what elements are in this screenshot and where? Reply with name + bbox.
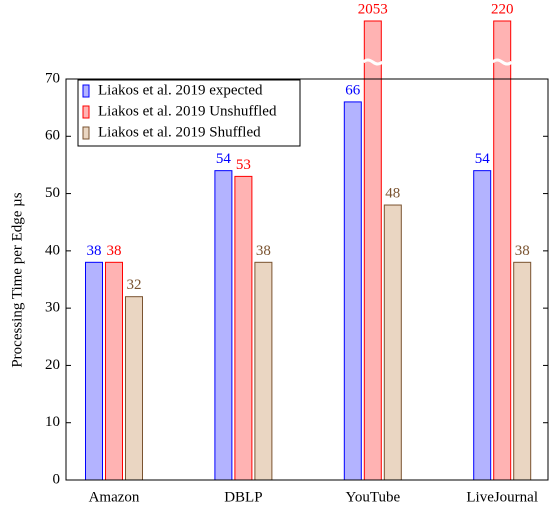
legend-swatch — [82, 126, 90, 140]
legend-swatch — [82, 105, 90, 119]
plot-frame — [65, 78, 549, 481]
bar — [254, 261, 273, 481]
bar — [343, 101, 362, 481]
bar — [513, 261, 532, 481]
data-label: 48 — [385, 185, 400, 201]
legend-label: Liakos et al. 2019 expected — [98, 82, 263, 98]
legend-box — [77, 79, 301, 147]
legend-swatch — [82, 84, 90, 98]
bar — [105, 261, 123, 481]
bar — [234, 175, 253, 481]
data-label: 38 — [107, 243, 122, 259]
axis-break — [491, 58, 513, 66]
x-tick-label: DBLP — [224, 489, 262, 505]
y-tick-label: 30 — [45, 300, 60, 316]
bar — [383, 204, 402, 481]
y-tick-label: 70 — [45, 70, 60, 86]
x-tick-label: LiveJournal — [466, 489, 538, 505]
bar — [363, 20, 382, 481]
data-label: 38 — [256, 243, 271, 259]
data-label: 220 — [491, 1, 514, 17]
bar — [214, 170, 233, 481]
legend-label: Liakos et al. 2019 Shuffled — [98, 124, 261, 140]
y-tick-label: 10 — [45, 414, 60, 430]
y-axis-label: Processing Time per Edge µs — [9, 192, 25, 367]
bar — [125, 296, 143, 481]
data-label: 32 — [127, 277, 142, 293]
legend-label: Liakos et al. 2019 Unshuffled — [98, 103, 277, 119]
x-tick-label: Amazon — [89, 489, 140, 505]
y-tick-label: 20 — [45, 357, 60, 373]
bar — [85, 261, 103, 481]
y-tick-label: 0 — [53, 471, 61, 487]
data-label: 2053 — [358, 1, 388, 17]
y-tick-label: 50 — [45, 185, 60, 201]
y-tick-label: 60 — [45, 128, 60, 144]
bar — [473, 170, 492, 481]
x-tick-label: YouTube — [345, 489, 400, 505]
data-label: 38 — [87, 243, 102, 259]
y-tick-label: 40 — [45, 242, 60, 258]
axis-break — [362, 58, 384, 66]
data-label: 66 — [345, 82, 361, 98]
data-label: 54 — [475, 151, 491, 167]
data-label: 54 — [216, 151, 232, 167]
data-label: 53 — [236, 157, 251, 173]
data-label: 38 — [515, 243, 530, 259]
bar — [493, 20, 512, 481]
